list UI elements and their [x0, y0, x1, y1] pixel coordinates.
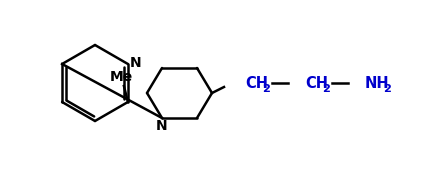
Text: NH: NH [365, 76, 390, 90]
Text: CH: CH [305, 76, 328, 90]
Text: N: N [130, 56, 142, 70]
Text: Me: Me [109, 70, 133, 84]
Text: CH: CH [245, 76, 268, 90]
Text: 2: 2 [384, 83, 391, 94]
Text: N: N [156, 119, 168, 133]
Text: 2: 2 [263, 83, 270, 94]
Text: 2: 2 [323, 83, 330, 94]
